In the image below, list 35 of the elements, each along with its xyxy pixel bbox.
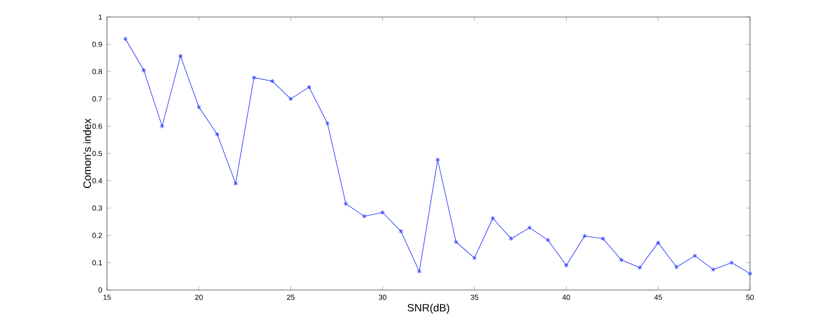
point — [344, 201, 348, 206]
y-axis-title: Comon's index — [83, 118, 91, 188]
point — [564, 262, 568, 268]
point — [417, 268, 422, 274]
point — [454, 239, 458, 244]
point — [288, 96, 293, 102]
point — [546, 238, 550, 242]
point — [178, 54, 183, 58]
point — [692, 253, 698, 258]
point — [233, 181, 238, 186]
point — [729, 260, 734, 266]
point — [674, 264, 679, 270]
point — [196, 104, 202, 110]
point — [656, 240, 660, 246]
point — [362, 214, 366, 219]
point — [398, 228, 404, 234]
point — [582, 233, 587, 238]
point — [508, 236, 514, 242]
point — [527, 225, 532, 230]
point — [215, 132, 220, 137]
point — [380, 210, 385, 215]
point — [490, 216, 495, 221]
point — [142, 68, 146, 73]
point — [325, 120, 330, 126]
point — [711, 267, 716, 272]
point — [252, 75, 256, 80]
point — [306, 84, 312, 90]
point — [270, 78, 275, 84]
point — [160, 124, 164, 129]
point — [600, 236, 606, 242]
point — [619, 257, 624, 262]
point — [472, 256, 477, 261]
point — [436, 157, 440, 162]
x-axis-title: SNR(dB) — [408, 304, 450, 314]
point — [638, 265, 642, 270]
